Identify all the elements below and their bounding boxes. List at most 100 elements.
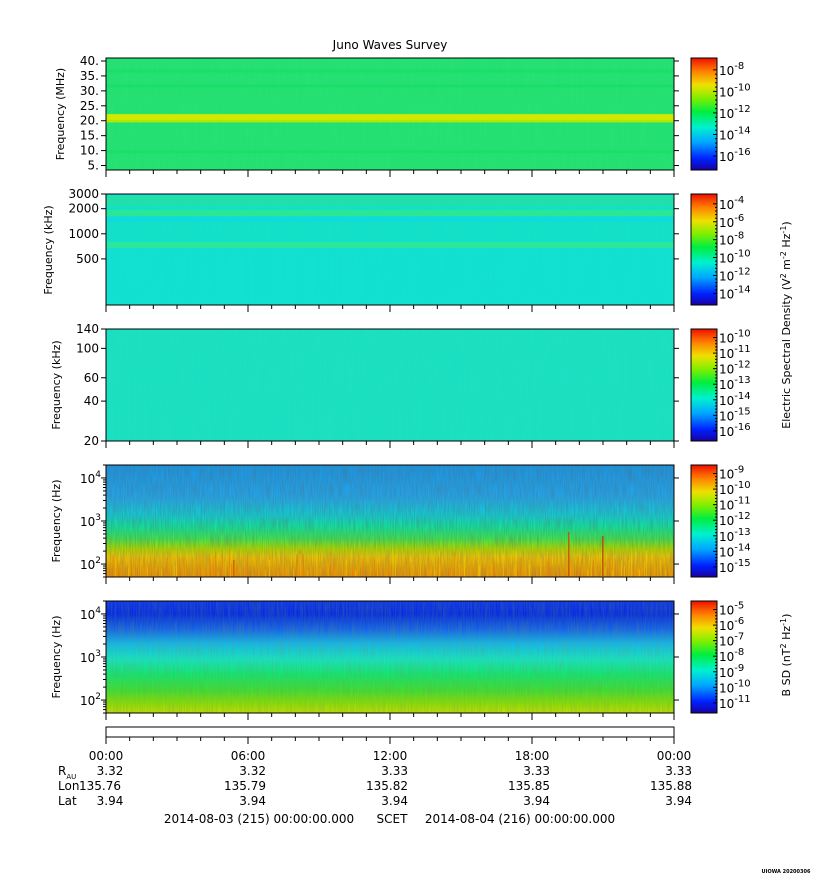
spectral-spike [388, 564, 390, 577]
spectral-spike [435, 570, 437, 577]
spectral-spike [307, 569, 309, 577]
spectral-spike [628, 559, 630, 577]
frequency-band-peak [106, 113, 674, 120]
spectral-spike [439, 550, 441, 577]
ephem-value: 135.79 [224, 779, 266, 793]
colorbar-label: 10-11 [719, 496, 751, 513]
spectral-spike [426, 562, 428, 577]
ephem-value: 3.94 [665, 794, 692, 808]
spectral-spike [490, 569, 492, 577]
colorbar-frame [690, 57, 718, 171]
spectral-spike [586, 557, 588, 577]
spectral-spike [251, 562, 253, 577]
spectral-spike [230, 564, 232, 577]
spectral-spike [660, 561, 662, 577]
ytick-label: 25. [80, 99, 99, 113]
ytick-label: 40 [84, 394, 99, 408]
colorbar-1: 10-8 10-10 10-12 10-14 10-16 [690, 57, 751, 171]
spectral-spike [215, 551, 217, 577]
ytick-label: 1000 [68, 227, 99, 241]
spectral-spike [172, 550, 174, 577]
panel-hfr-high: 5.10.15.20.25.30.35.40. Frequency (MHz) [54, 54, 679, 177]
panel-lfr-low-b: 102 103 104 Frequency (Hz) [50, 600, 679, 720]
spectral-spike [604, 567, 606, 577]
spectral-spike [529, 564, 531, 577]
colorbar-gradient [691, 601, 717, 713]
ytick-label: 30. [80, 84, 99, 98]
frequency-band [106, 150, 674, 154]
ytick-label: 104 [80, 470, 101, 486]
panel-3-y-axis: 20 40 60 100 140 [76, 322, 679, 448]
spectral-spike-strong [602, 536, 604, 576]
ephem-value: 135.82 [366, 779, 408, 793]
ephem-value: 3.94 [381, 794, 408, 808]
spectral-spike [447, 569, 449, 577]
spectral-spike [237, 564, 239, 577]
spectral-spike [645, 550, 647, 577]
spectral-spike [345, 560, 347, 577]
spectral-spike [653, 554, 655, 577]
spectral-spike [183, 557, 185, 577]
spectral-spike [358, 549, 360, 577]
time-tick-label: 12:00 [373, 749, 408, 763]
spectral-spike [175, 550, 177, 577]
spectral-spike [246, 554, 248, 577]
colorbar-label: 10-10 [719, 329, 751, 346]
spectral-spike [184, 565, 186, 577]
spectral-spike [470, 551, 472, 577]
ephem-value: 3.33 [381, 764, 408, 778]
spectral-spike [296, 554, 298, 577]
spectral-spike [299, 553, 301, 577]
spectral-spike [643, 562, 645, 577]
spectral-spike [112, 554, 114, 577]
time-tick-label: 00:00 [657, 749, 692, 763]
colorbar-label: 10-10 [719, 678, 751, 695]
spectral-spike [493, 568, 495, 577]
colorbar-label: 10-16 [719, 422, 751, 439]
spectral-spike [540, 557, 542, 577]
spectral-spike [160, 568, 162, 577]
colorbar-gradient [691, 58, 717, 170]
ytick-label: 500 [76, 252, 99, 266]
spectral-spike [519, 556, 521, 577]
colorbar-label: 10-10 [719, 82, 751, 99]
panel-5-x-ticks [105, 713, 675, 720]
spectral-spike [638, 569, 640, 577]
spectral-spike [119, 568, 121, 577]
panel-5-y-axis: 102 103 104 [80, 600, 679, 714]
frequency-band [106, 118, 674, 123]
spectral-spike [159, 563, 161, 577]
colorbar-label: 10-13 [719, 375, 751, 392]
spectral-spike [169, 551, 171, 577]
time-axis-strip [105, 726, 675, 738]
spectral-spike [479, 550, 481, 577]
ytick-label: 140 [76, 322, 99, 336]
spectral-spike [263, 560, 265, 577]
spectral-spike [270, 551, 272, 577]
start-time: 2014-08-03 (215) 00:00:00.000 [164, 812, 354, 826]
time-axis: 00:00 06:00 12:00 18:00 00:00 RAU 3.32 3.32 3.3… [58, 726, 692, 826]
colorbar-label: 10-13 [719, 527, 751, 544]
spectrogram-1-bands [106, 69, 674, 154]
spectral-spike [127, 568, 129, 577]
spectral-spike [302, 553, 304, 577]
spectral-spike [362, 558, 364, 577]
ytick-label: 20 [84, 434, 99, 448]
spectral-spike [631, 554, 633, 577]
spectral-spike [201, 563, 203, 577]
spectral-spike [293, 568, 295, 577]
spectral-spike [334, 562, 336, 577]
spectral-spike [113, 555, 115, 577]
colorbar-label: 10-6 [719, 213, 744, 230]
b-spectral-density-label: B SD (nT2 Hz-1) [779, 614, 793, 697]
frequency-band [106, 84, 674, 88]
colorbar-label: 10-12 [719, 266, 751, 283]
spectral-spike [455, 556, 457, 577]
spectral-spike [454, 551, 456, 577]
colorbar-label: 10-12 [719, 360, 751, 377]
panel-lfr-high: 20 40 60 100 140 Frequency (kHz) [50, 322, 679, 448]
time-tick-label: 00:00 [89, 749, 124, 763]
spectral-spike [515, 564, 517, 577]
spectral-spike [327, 563, 329, 577]
